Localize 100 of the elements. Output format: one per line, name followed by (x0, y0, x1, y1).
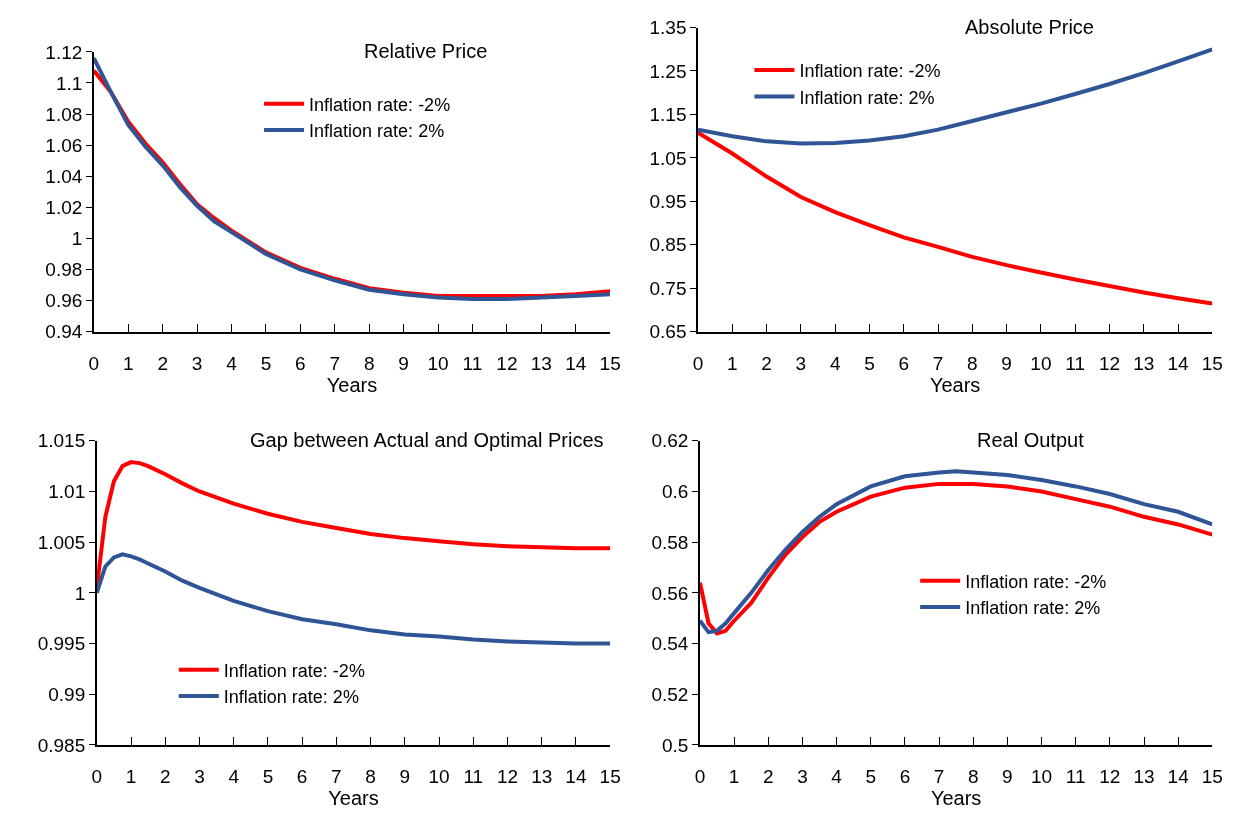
y-tick-label: 1.25 (649, 60, 687, 82)
x-tick-label: 15 (599, 353, 621, 375)
x-tick-label: 6 (295, 353, 306, 375)
y-tick-label: 0.995 (37, 633, 86, 655)
x-tick-label: 11 (463, 766, 484, 788)
legend-label: Inflation rate: 2% (799, 87, 935, 108)
x-tick-label: 2 (761, 353, 772, 375)
x-tick-label: 5 (260, 353, 272, 375)
x-tick-label: 3 (191, 353, 203, 375)
x-axis-title: Years (328, 787, 379, 810)
x-tick-label: 9 (1001, 353, 1012, 375)
x-tick-label: 11 (1065, 353, 1086, 375)
x-tick-label: 7 (329, 353, 341, 375)
x-tick-label: 7 (932, 353, 944, 375)
x-tick-label: 14 (1167, 766, 1190, 788)
x-tick-label: 7 (933, 766, 945, 788)
x-tick-label: 12 (496, 353, 518, 375)
x-axis-title: Years (929, 374, 981, 397)
x-tick-label: 0 (88, 353, 100, 375)
y-tick-label: 0.95 (649, 190, 687, 212)
x-tick-label: 2 (159, 766, 171, 788)
x-tick-label: 1 (728, 766, 740, 788)
x-tick-label: 8 (365, 766, 376, 788)
y-tick-label: 1 (74, 582, 86, 604)
x-tick-label: 15 (1201, 766, 1223, 788)
x-tick-label: 6 (898, 353, 910, 375)
x-tick-label: 15 (1201, 353, 1223, 375)
y-tick-label: 0.6 (662, 481, 689, 503)
x-tick-label: 8 (363, 353, 375, 375)
y-tick-label: 0.94 (45, 321, 83, 343)
x-tick-label: 4 (829, 353, 841, 375)
x-tick-label: 7 (331, 766, 342, 788)
x-tick-label: 1 (122, 353, 134, 375)
y-tick-label: 1.005 (37, 531, 86, 553)
y-tick-label: 1.08 (45, 103, 83, 125)
x-tick-label: 3 (795, 353, 807, 375)
x-axis-title: Years (930, 787, 982, 810)
x-tick-label: 13 (530, 353, 552, 375)
x-tick-label: 5 (864, 353, 875, 375)
x-tick-label: 8 (967, 353, 978, 375)
y-tick-label: 1.06 (45, 134, 83, 156)
y-tick-label: 1 (71, 228, 83, 250)
x-tick-label: 14 (565, 353, 587, 375)
y-tick-label: 1.35 (649, 17, 687, 39)
line-series (698, 130, 1213, 306)
x-tick-label: 3 (194, 766, 205, 788)
y-tick-label: 1.12 (45, 41, 83, 63)
y-tick-label: 0.85 (649, 234, 687, 256)
chart-title: Gap between Actual and Optimal Prices (250, 429, 604, 451)
legend-label: Inflation rate: -2% (223, 660, 365, 681)
y-tick-label: 1.04 (45, 165, 83, 187)
x-tick-label: 10 (1030, 353, 1052, 375)
x-tick-label: 13 (1133, 353, 1155, 375)
x-tick-label: 2 (157, 353, 168, 375)
x-tick-label: 2 (763, 766, 774, 788)
y-tick-label: 0.62 (651, 430, 689, 452)
x-tick-label: 14 (1167, 353, 1190, 375)
line-series (698, 47, 1213, 146)
x-tick-label: 0 (694, 766, 706, 788)
y-tick-label: 0.98 (45, 259, 83, 281)
x-tick-label: 9 (399, 766, 411, 788)
x-tick-label: 12 (496, 766, 519, 788)
x-tick-label: 10 (427, 353, 449, 375)
legend-label: Inflation rate: 2% (965, 598, 1101, 619)
x-tick-label: 5 (865, 766, 877, 788)
y-tick-label: 0.52 (651, 683, 689, 705)
y-tick-label: 1.1 (55, 72, 83, 94)
y-tick-label: 0.5 (662, 734, 689, 756)
y-tick-label: 0.75 (649, 277, 687, 299)
x-tick-label: 12 (1098, 353, 1121, 375)
legend-label: Inflation rate: -2% (799, 61, 941, 82)
y-tick-label: 1.01 (48, 481, 86, 503)
line-series (96, 552, 611, 646)
legend-label: Inflation rate: 2% (223, 687, 359, 708)
x-tick-label: 14 (565, 766, 587, 788)
x-tick-label: 1 (125, 766, 137, 788)
y-tick-label: 0.99 (48, 683, 86, 705)
x-tick-label: 6 (296, 766, 308, 788)
chart-title: Relative Price (364, 40, 488, 62)
legend-label: Inflation rate: 2% (309, 121, 445, 142)
x-tick-label: 6 (899, 766, 911, 788)
x-tick-label: 5 (262, 766, 274, 788)
x-tick-label: 1 (727, 353, 738, 375)
x-tick-label: 3 (797, 766, 808, 788)
y-tick-label: 0.985 (37, 734, 86, 756)
x-tick-label: 15 (599, 766, 621, 788)
y-tick-label: 0.58 (651, 531, 689, 553)
y-tick-label: 1.15 (649, 104, 687, 126)
legend-label: Inflation rate: -2% (965, 571, 1107, 592)
x-tick-label: 13 (1133, 766, 1155, 788)
y-tick-label: 1.05 (649, 147, 687, 169)
x-tick-label: 10 (428, 766, 450, 788)
y-tick-label: 0.65 (649, 321, 687, 343)
x-tick-label: 13 (531, 766, 553, 788)
x-tick-label: 11 (462, 353, 483, 375)
y-tick-label: 1.015 (37, 430, 86, 452)
x-axis-title: Years (326, 374, 378, 397)
y-tick-label: 0.56 (651, 582, 689, 604)
x-tick-label: 4 (228, 766, 240, 788)
chart-title: Absolute Price (965, 16, 1094, 38)
